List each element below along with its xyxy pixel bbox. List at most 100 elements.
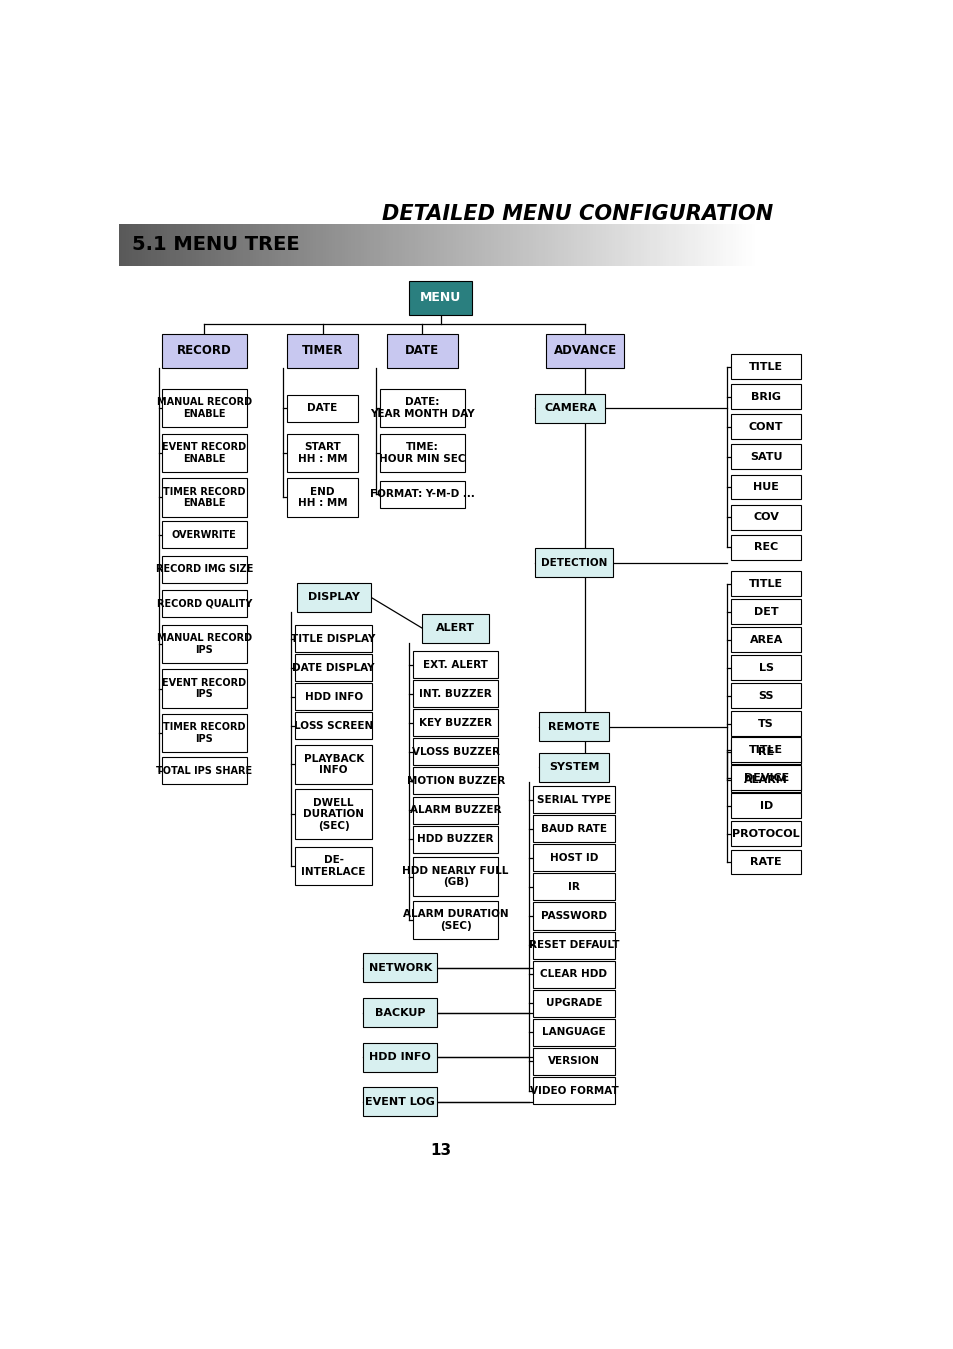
Bar (364, 224, 367, 266)
FancyBboxPatch shape (162, 521, 247, 548)
Text: DATE:
YEAR MONTH DAY: DATE: YEAR MONTH DAY (370, 397, 475, 418)
FancyBboxPatch shape (538, 753, 608, 782)
Bar (484, 224, 488, 266)
FancyBboxPatch shape (162, 556, 247, 583)
Text: VERSION: VERSION (547, 1056, 599, 1067)
Bar (231, 224, 233, 266)
Text: ID: ID (759, 801, 772, 811)
Text: TIMER: TIMER (301, 344, 343, 357)
FancyBboxPatch shape (162, 669, 247, 708)
Bar (662, 224, 665, 266)
Bar (478, 224, 481, 266)
Bar (351, 224, 355, 266)
FancyBboxPatch shape (387, 335, 457, 367)
Text: CLEAR HDD: CLEAR HDD (540, 969, 607, 979)
Text: RECORD: RECORD (176, 344, 232, 357)
Text: OVERWRITE: OVERWRITE (172, 530, 236, 540)
FancyBboxPatch shape (413, 768, 497, 795)
Bar (281, 224, 284, 266)
Bar (710, 224, 713, 266)
FancyBboxPatch shape (162, 590, 247, 616)
Text: RECORD IMG SIZE: RECORD IMG SIZE (155, 564, 253, 575)
Text: CAMERA: CAMERA (543, 403, 596, 413)
Text: CONT: CONT (748, 422, 782, 432)
Bar (119, 224, 122, 266)
FancyBboxPatch shape (730, 711, 801, 737)
FancyBboxPatch shape (533, 1077, 614, 1103)
Text: LS: LS (758, 662, 773, 673)
Text: EVENT RECORD
IPS: EVENT RECORD IPS (162, 677, 246, 699)
FancyBboxPatch shape (409, 282, 472, 314)
Bar (186, 224, 189, 266)
Text: EVENT LOG: EVENT LOG (365, 1097, 435, 1108)
Bar (224, 224, 227, 266)
FancyBboxPatch shape (294, 712, 372, 739)
Bar (560, 224, 564, 266)
Bar (212, 224, 214, 266)
Bar (688, 224, 691, 266)
Bar (453, 224, 456, 266)
Bar (431, 224, 434, 266)
FancyBboxPatch shape (730, 444, 801, 469)
Text: TOTAL IPS SHARE: TOTAL IPS SHARE (156, 766, 253, 776)
FancyBboxPatch shape (730, 850, 801, 874)
Text: IR: IR (567, 882, 579, 892)
Text: INT. BUZZER: INT. BUZZER (418, 689, 492, 699)
Bar (370, 224, 374, 266)
FancyBboxPatch shape (294, 684, 372, 711)
Text: UPGRADE: UPGRADE (545, 998, 601, 1008)
FancyBboxPatch shape (287, 394, 357, 421)
Bar (472, 224, 475, 266)
Text: DATE: DATE (307, 403, 337, 413)
Text: START
HH : MM: START HH : MM (297, 442, 347, 464)
FancyBboxPatch shape (538, 712, 608, 742)
FancyBboxPatch shape (294, 625, 372, 652)
Bar (164, 224, 167, 266)
Text: REMOTE: REMOTE (547, 722, 599, 733)
Bar (703, 224, 707, 266)
Bar (650, 224, 653, 266)
Bar (189, 224, 193, 266)
Bar (236, 224, 240, 266)
Bar (195, 224, 198, 266)
Bar (355, 224, 357, 266)
FancyBboxPatch shape (379, 480, 464, 507)
FancyBboxPatch shape (287, 433, 357, 472)
Bar (322, 224, 326, 266)
Bar (179, 224, 183, 266)
Bar (379, 224, 383, 266)
Bar (517, 224, 519, 266)
Bar (469, 224, 472, 266)
Bar (665, 224, 669, 266)
Bar (412, 224, 415, 266)
FancyBboxPatch shape (546, 335, 623, 367)
Bar (583, 224, 586, 266)
Bar (300, 224, 303, 266)
Bar (198, 224, 202, 266)
Bar (217, 224, 221, 266)
FancyBboxPatch shape (730, 765, 801, 791)
Bar (475, 224, 478, 266)
Text: VLOSS BUZZER: VLOSS BUZZER (412, 747, 499, 757)
Bar (579, 224, 583, 266)
Text: SS: SS (758, 691, 773, 700)
Text: BRIG: BRIG (750, 391, 781, 402)
Bar (681, 224, 684, 266)
Bar (395, 224, 398, 266)
Text: MANUAL RECORD
ENABLE: MANUAL RECORD ENABLE (156, 397, 252, 418)
FancyBboxPatch shape (363, 998, 436, 1027)
FancyBboxPatch shape (379, 389, 464, 428)
Bar (564, 224, 567, 266)
Bar (605, 224, 608, 266)
FancyBboxPatch shape (730, 739, 801, 765)
Bar (132, 224, 135, 266)
Bar (227, 224, 231, 266)
Bar (269, 224, 272, 266)
Bar (291, 224, 294, 266)
Bar (608, 224, 612, 266)
Text: HUE: HUE (753, 482, 779, 492)
Bar (405, 224, 408, 266)
Bar (310, 224, 313, 266)
Bar (507, 224, 510, 266)
Bar (307, 224, 310, 266)
